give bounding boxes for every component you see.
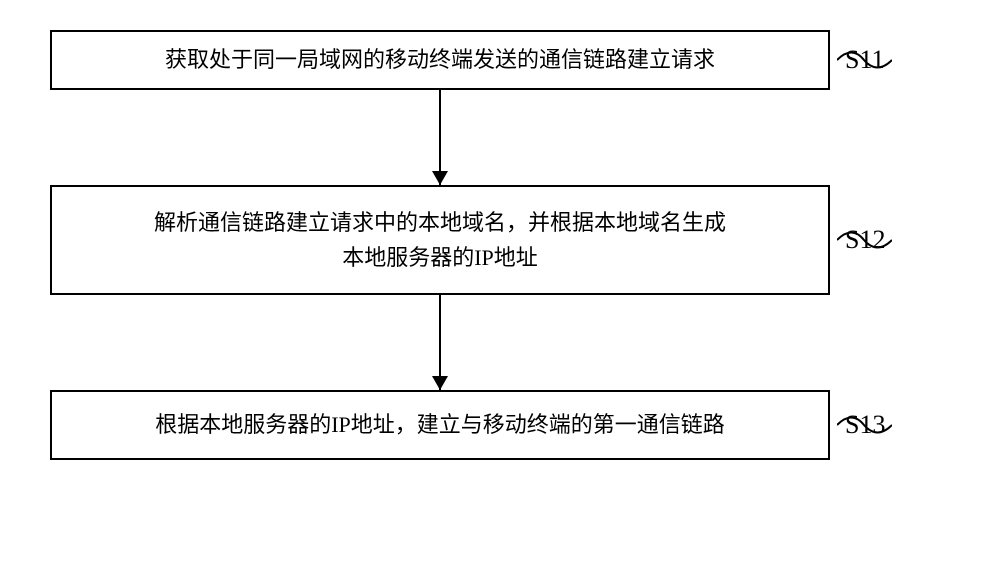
curve-connector-2 [837,225,892,255]
arrow-1 [50,90,830,185]
step-text-2-line2: 本地服务器的IP地址 [154,240,726,275]
curve-connector-1 [837,45,892,75]
step-box-3: 根据本地服务器的IP地址，建立与移动终端的第一通信链路 [50,390,830,460]
curve-connector-3 [837,410,892,440]
step-text-1: 获取处于同一局域网的移动终端发送的通信链路建立请求 [165,42,715,77]
step-row-1: 获取处于同一局域网的移动终端发送的通信链路建立请求 S11 [50,30,950,90]
flowchart-container: 获取处于同一局域网的移动终端发送的通信链路建立请求 S11 解析通信链路建立请求… [50,30,950,460]
step-row-2: 解析通信链路建立请求中的本地域名，并根据本地域名生成 本地服务器的IP地址 S1… [50,185,950,295]
step-box-1: 获取处于同一局域网的移动终端发送的通信链路建立请求 [50,30,830,90]
step-row-3: 根据本地服务器的IP地址，建立与移动终端的第一通信链路 S13 [50,390,950,460]
arrow-2 [50,295,830,390]
step-box-2: 解析通信链路建立请求中的本地域名，并根据本地域名生成 本地服务器的IP地址 [50,185,830,295]
step-text-2-line1: 解析通信链路建立请求中的本地域名，并根据本地域名生成 [154,205,726,240]
step-text-3: 根据本地服务器的IP地址，建立与移动终端的第一通信链路 [155,407,725,442]
